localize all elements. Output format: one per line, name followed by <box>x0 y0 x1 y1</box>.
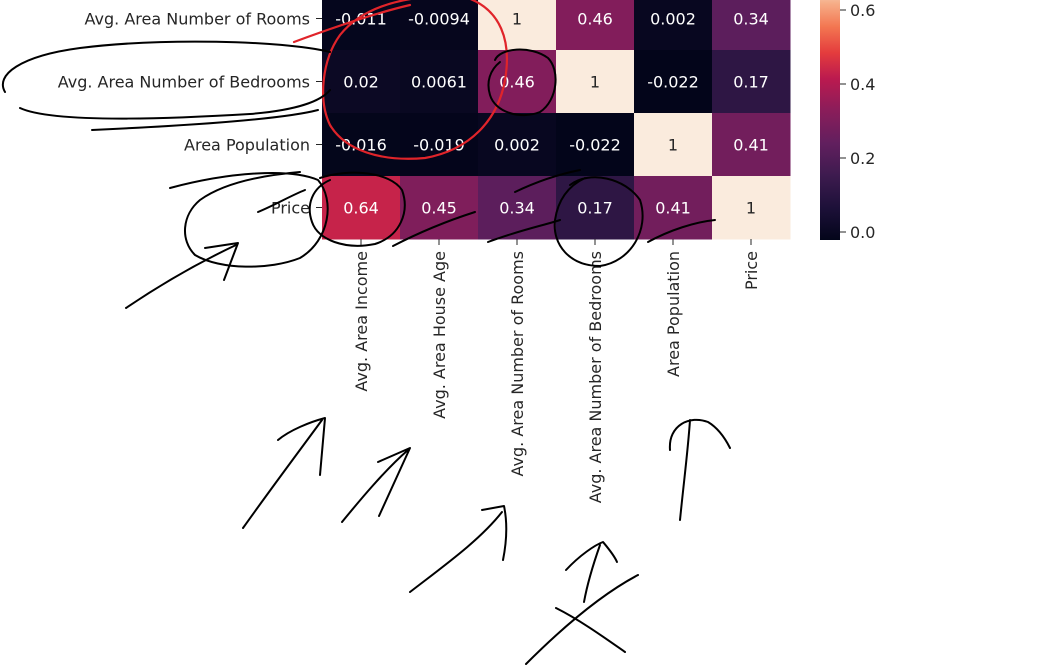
heatmap-cell <box>322 113 401 177</box>
cell-value-label: 0.34 <box>499 199 535 218</box>
black-arrow-rooms <box>409 505 508 593</box>
heatmap-cell <box>400 50 479 114</box>
colorbar-tick-label: 0.0 <box>850 223 875 242</box>
cell-value-label: 0.17 <box>577 199 613 218</box>
cell-value-label: 1 <box>590 73 600 92</box>
column-label: Avg. Area Income <box>352 251 371 392</box>
row-label: Area Population <box>184 136 310 155</box>
red-circle-annotation <box>292 0 509 160</box>
heatmap-cell <box>634 176 713 240</box>
cell-value-label: 0.02 <box>343 73 379 92</box>
black-arrow-bedrooms <box>565 541 618 603</box>
black-arrow-house-age <box>341 447 411 523</box>
black-circle-017 <box>553 176 644 267</box>
cell-value-label: 1 <box>746 199 756 218</box>
heatmap-cell <box>556 176 635 240</box>
column-label: Price <box>742 251 761 290</box>
row-label: Avg. Area Number of Bedrooms <box>58 73 310 92</box>
black-line-price-tick <box>257 189 306 213</box>
column-label: Area Population <box>664 251 683 377</box>
cell-value-label: -0.022 <box>647 73 699 92</box>
heatmap-cell <box>556 113 635 177</box>
colorbar <box>820 0 840 240</box>
heatmap-cell <box>400 0 479 51</box>
heatmap-cell <box>556 0 635 51</box>
heatmap-cell <box>478 113 557 177</box>
black-arrow-income <box>242 417 326 529</box>
cell-value-label: 0.41 <box>655 199 691 218</box>
row-label: Avg. Area Number of Rooms <box>85 10 310 29</box>
heatmap-cell <box>400 113 479 177</box>
column-labels: Avg. Area Income Avg. Area House Age Avg. … <box>352 239 761 503</box>
heatmap-cells <box>322 0 791 240</box>
black-arrow-population <box>668 418 731 521</box>
heatmap-cell <box>478 0 557 51</box>
heatmap-cell <box>712 0 791 51</box>
heatmap-cell <box>322 176 401 240</box>
cell-value-label: 0.41 <box>733 136 769 155</box>
cell-value-label: 0.45 <box>421 199 457 218</box>
cell-value-label: 0.46 <box>499 73 535 92</box>
black-circle-064 <box>308 171 406 247</box>
cell-value-labels: -0.011 -0.0094 1 0.46 0.002 0.340.02 0.0061 0.4… <box>335 10 769 218</box>
black-line-041 <box>647 219 716 243</box>
heatmap-cell <box>322 50 401 114</box>
cell-value-label: 0.17 <box>733 73 769 92</box>
colorbar-ticks: 0.0 0.2 0.4 0.6 <box>840 1 875 242</box>
row-labels: Avg. Area Number of Rooms Avg. Area Numbe… <box>58 10 322 218</box>
cell-value-label: 1 <box>668 136 678 155</box>
heatmap-cell <box>478 176 557 240</box>
colorbar-tick-label: 0.6 <box>850 1 875 20</box>
colorbar-tick-label: 0.2 <box>850 149 875 168</box>
heatmap-cell <box>478 50 557 114</box>
cell-value-label: 0.46 <box>577 10 613 29</box>
heatmap-cell <box>712 113 791 177</box>
black-ellipse-bedrooms <box>2 40 331 131</box>
black-circle-price-label <box>169 171 329 268</box>
column-label: Avg. Area Number of Bedrooms <box>586 251 605 503</box>
black-arrow-to-price <box>125 242 239 309</box>
cell-value-label: 0.0061 <box>411 73 467 92</box>
cell-value-label: -0.019 <box>413 136 465 155</box>
heatmap-cell <box>634 50 713 114</box>
black-cross-bedrooms <box>525 574 639 665</box>
cell-value-label: -0.0094 <box>408 10 470 29</box>
black-circle-046 <box>487 48 557 117</box>
colorbar-gradient <box>820 0 840 240</box>
heatmap-cell <box>400 176 479 240</box>
heatmap-cell <box>556 50 635 114</box>
cell-value-label: 0.64 <box>343 199 379 218</box>
heatmap-cell <box>712 50 791 114</box>
heatmap-cell <box>712 176 791 240</box>
hand-drawn-annotations <box>2 0 731 665</box>
heatmap-cell <box>634 113 713 177</box>
cell-value-label: -0.016 <box>335 136 387 155</box>
column-label: Avg. Area House Age <box>430 251 449 419</box>
cell-value-label: 0.34 <box>733 10 769 29</box>
column-label: Avg. Area Number of Rooms <box>508 251 527 476</box>
heatmap-cell <box>634 0 713 51</box>
cell-value-label: 0.002 <box>650 10 696 29</box>
cell-value-label: 0.002 <box>494 136 540 155</box>
row-label: Price <box>271 199 310 218</box>
black-line-045 <box>392 211 476 247</box>
cell-value-label: 1 <box>512 10 522 29</box>
cell-value-label: -0.022 <box>569 136 621 155</box>
colorbar-tick-label: 0.4 <box>850 75 875 94</box>
